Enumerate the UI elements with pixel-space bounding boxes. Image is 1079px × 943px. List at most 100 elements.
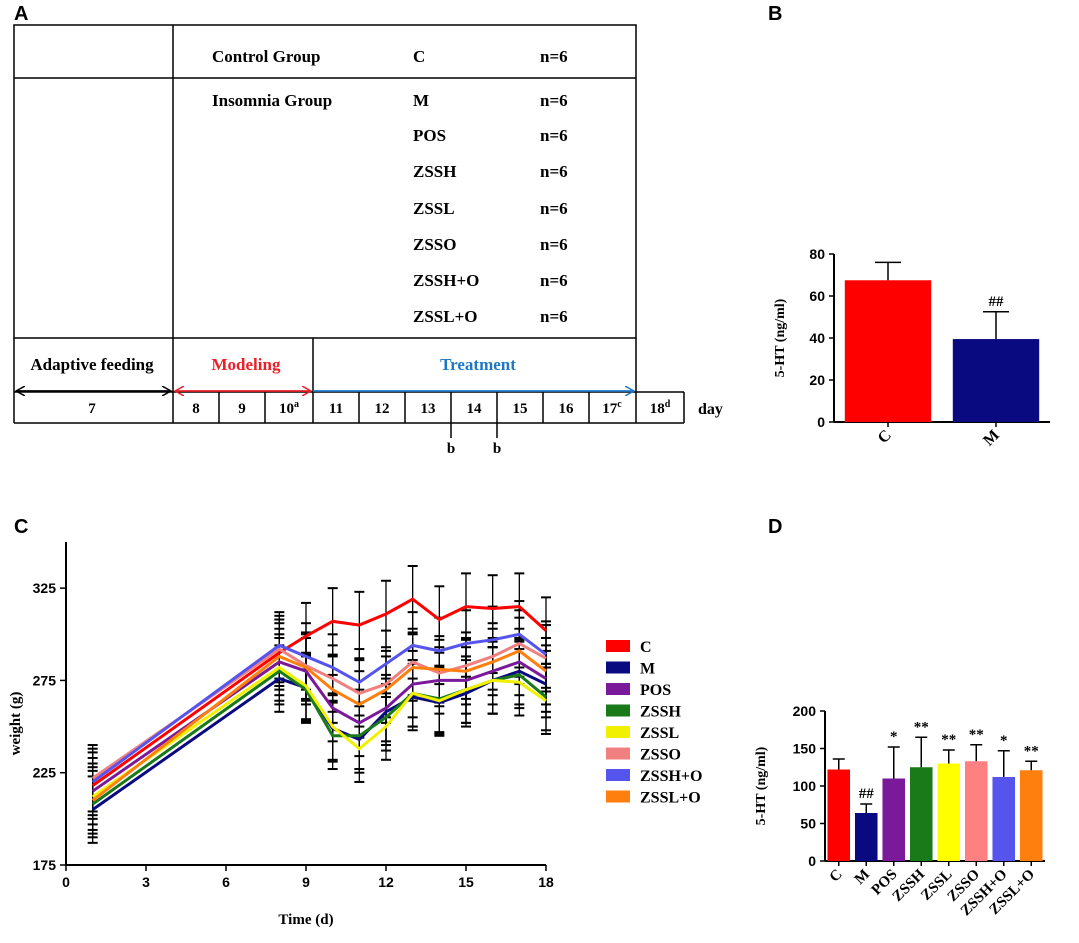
legend-label: C xyxy=(640,639,652,656)
significance-mark: ## xyxy=(989,294,1005,310)
legend-swatch xyxy=(606,683,630,695)
bar-chart-d: 050100150200C##M*POS**ZSSH**ZSSL**ZSSO*Z… xyxy=(754,703,1045,919)
legend-swatch xyxy=(606,704,630,717)
series-line xyxy=(91,641,547,780)
series-line xyxy=(91,649,547,802)
y-tick-label: 40 xyxy=(809,330,825,346)
bar xyxy=(1019,770,1043,861)
x-tick-label: 15 xyxy=(458,874,474,890)
phase-treatment: Treatment xyxy=(440,355,516,374)
y-tick-label: 225 xyxy=(33,765,57,781)
legend-swatch xyxy=(606,661,630,674)
bar xyxy=(992,777,1016,861)
group-code: POS xyxy=(413,126,446,145)
group-code: ZSSO xyxy=(413,235,456,254)
group-code: ZSSH+O xyxy=(413,271,479,290)
series-line xyxy=(91,597,548,787)
group-n: n=6 xyxy=(540,162,568,181)
x-tick-label: 6 xyxy=(222,874,230,890)
day-cell: 16 xyxy=(559,401,575,417)
y-tick-label: 50 xyxy=(800,816,816,832)
panel-label-a: A xyxy=(14,3,29,25)
y-tick-label: 0 xyxy=(808,853,816,869)
x-axis-label: Time (d) xyxy=(278,912,333,928)
y-tick-label: 80 xyxy=(809,246,825,262)
x-tick-label: M xyxy=(980,427,1003,450)
significance-mark: ## xyxy=(859,786,875,802)
y-axis-label: 5-HT (ng/ml) xyxy=(754,746,769,825)
y-tick-label: 200 xyxy=(793,703,817,719)
y-tick-label: 20 xyxy=(809,372,825,388)
y-tick-label: 275 xyxy=(33,672,57,688)
bar xyxy=(964,761,988,861)
legend-label: POS xyxy=(640,682,671,699)
bar xyxy=(844,280,932,422)
day-cell: 13 xyxy=(421,401,436,417)
bar xyxy=(882,778,906,861)
bar xyxy=(827,769,851,861)
group-name-insomnia: Insomnia Group xyxy=(212,91,332,110)
group-code: ZSSH xyxy=(413,162,456,181)
significance-mark: * xyxy=(890,729,898,745)
legend-label: ZSSO xyxy=(640,747,681,764)
panel-label-b: B xyxy=(768,3,783,25)
legend-swatch xyxy=(606,726,630,738)
series-line xyxy=(91,665,547,798)
x-tick-label: 9 xyxy=(302,874,310,890)
group-n: n=6 xyxy=(540,235,568,254)
group-n: n=6 xyxy=(540,47,568,66)
legend-swatch xyxy=(606,640,630,652)
y-axis-label: 5-HT (ng/ml) xyxy=(773,298,788,377)
x-tick-label: 0 xyxy=(62,874,70,890)
bar xyxy=(909,767,933,861)
group-n: n=6 xyxy=(540,271,568,290)
legend-swatch xyxy=(606,747,630,760)
sampling-marker: b xyxy=(493,441,501,457)
design-grid-lines xyxy=(13,24,685,438)
y-tick-label: 175 xyxy=(33,857,57,873)
line-chart-c: 175 225 275 325 0 3 6 9 12 15 18 CM POS ZSSH ZSSL ZSSO Z… xyxy=(8,542,702,928)
bar-chart-b: 0 20 40 60 80 C ## M 5-HT (ng/ml) xyxy=(773,246,1050,450)
group-code: ZSSL+O xyxy=(413,307,478,326)
group-code: ZSSL xyxy=(413,199,455,218)
y-axis-label: weight (g) xyxy=(8,692,24,756)
series-line xyxy=(91,632,547,784)
sampling-marker: b xyxy=(447,441,455,457)
legend-swatch xyxy=(606,769,630,781)
x-tick-label: C xyxy=(875,427,895,447)
legend-label: ZSSL xyxy=(640,725,679,742)
day-cell: 18d xyxy=(650,399,671,417)
legend-label: ZSSL+O xyxy=(640,790,701,807)
significance-mark: ** xyxy=(969,727,984,743)
y-tick-label: 60 xyxy=(809,288,825,304)
x-tick-label: C xyxy=(827,867,846,886)
x-tick-label: 18 xyxy=(538,874,554,890)
bar xyxy=(937,763,961,861)
x-tick-label: 12 xyxy=(378,874,394,890)
panel-label-d: D xyxy=(768,516,783,538)
day-cell: 12 xyxy=(375,401,390,417)
x-tick-label: 3 xyxy=(142,874,150,890)
significance-mark: ** xyxy=(1024,743,1039,759)
legend-label: ZSSH+O xyxy=(640,768,702,785)
group-n: n=6 xyxy=(540,126,568,145)
panel-label-c: C xyxy=(14,516,29,538)
y-tick-label: 0 xyxy=(817,414,825,430)
bar xyxy=(952,339,1040,422)
legend-label: ZSSH xyxy=(640,704,681,721)
group-n: n=6 xyxy=(540,307,568,326)
day-cell: 9 xyxy=(238,401,246,417)
bar xyxy=(854,813,878,861)
x-tick-label: ZSSH xyxy=(890,866,929,905)
significance-mark: ** xyxy=(914,719,929,735)
day-cell: 7 xyxy=(88,401,96,417)
y-tick-label: 150 xyxy=(793,741,817,757)
legend-swatch xyxy=(606,790,630,803)
group-n: n=6 xyxy=(540,91,568,110)
group-n: n=6 xyxy=(540,199,568,218)
phase-modeling: Modeling xyxy=(212,355,281,374)
day-cell: 17c xyxy=(602,399,622,417)
legend-label: M xyxy=(640,661,655,678)
day-cell: 8 xyxy=(192,401,200,417)
day-cell: 14 xyxy=(467,401,483,417)
